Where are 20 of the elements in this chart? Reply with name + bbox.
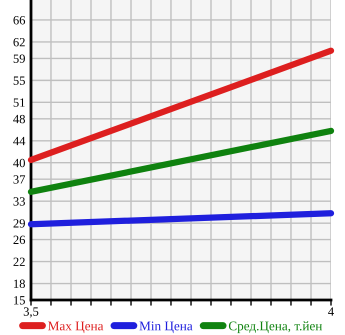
y-tick-label: 37 bbox=[14, 175, 26, 184]
x-tick-label: 4 bbox=[328, 307, 334, 316]
legend-label: Max Цена bbox=[48, 322, 104, 334]
y-tick-label: 59 bbox=[14, 54, 25, 63]
y-tick-label: 15 bbox=[14, 296, 25, 304]
y-tick-label: 22 bbox=[13, 258, 25, 266]
y-tick-label: 40 bbox=[13, 158, 25, 168]
y-tick-label: 26 bbox=[13, 236, 26, 244]
y-tick-label: 44 bbox=[13, 136, 26, 146]
x-tick-label: 3,5 bbox=[24, 307, 38, 318]
y-tick-label: 48 bbox=[13, 114, 25, 124]
y-tick-label: 18 bbox=[14, 280, 25, 288]
y-tick-label: 51 bbox=[14, 98, 25, 107]
legend-label: Min Цена bbox=[139, 322, 193, 334]
y-tick-label: 29 bbox=[13, 219, 25, 228]
y-tick-label: 33 bbox=[14, 197, 25, 206]
y-tick-label: 55 bbox=[14, 76, 25, 85]
y-tick-label: 66 bbox=[13, 16, 26, 24]
legend-label: Сред.Цена, т.йен bbox=[228, 321, 322, 334]
y-tick-label: 62 bbox=[13, 38, 25, 46]
